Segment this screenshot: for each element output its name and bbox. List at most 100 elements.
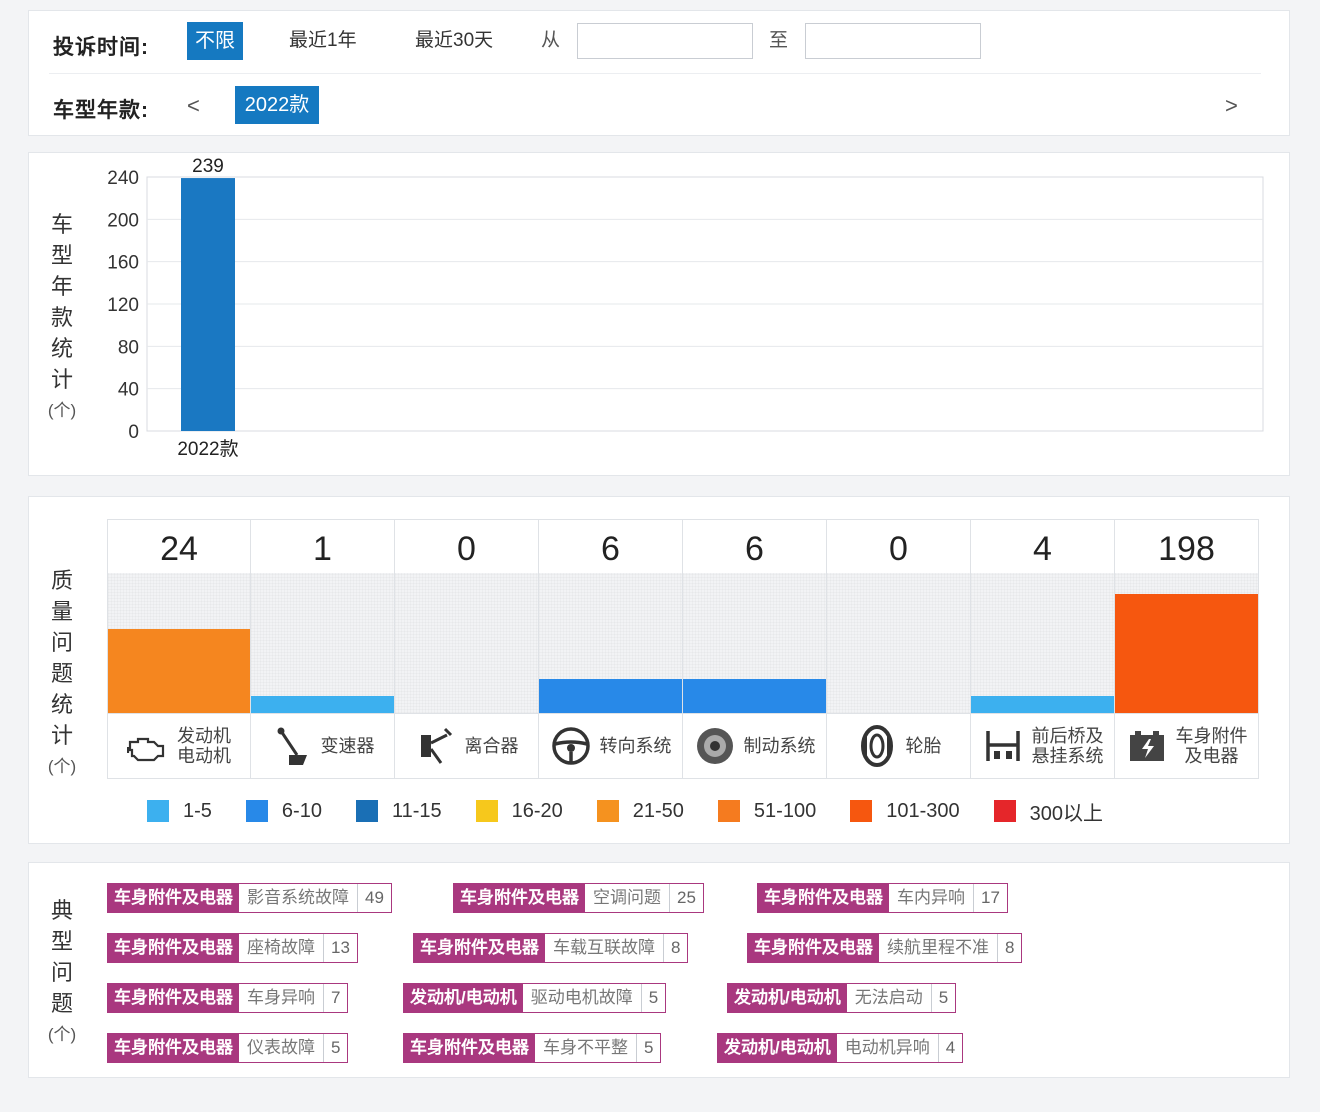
brake-disc-icon bbox=[694, 725, 736, 767]
quality-level-bar bbox=[539, 679, 682, 713]
quality-column[interactable]: 6 转向系统 bbox=[539, 519, 683, 779]
legend-label: 16-20 bbox=[511, 799, 563, 822]
from-label: 从 bbox=[541, 30, 561, 51]
quality-bar-area bbox=[539, 573, 682, 713]
quality-level-bar bbox=[108, 629, 250, 713]
legend-item: 1-5 bbox=[147, 795, 212, 827]
typical-side-label: 典型问题 (个) bbox=[45, 895, 79, 1050]
quality-count: 6 bbox=[539, 519, 682, 573]
tag-issue: 仪表故障 bbox=[239, 1034, 324, 1062]
tag-category: 车身附件及电器 bbox=[108, 1034, 239, 1062]
typical-problems-panel: 典型问题 (个) 车身附件及电器 影音系统故障 49 车身附件及电器 空调问题 25 车身附… bbox=[28, 862, 1290, 1078]
typical-problem-tag[interactable]: 车身附件及电器 影音系统故障 49 bbox=[107, 883, 392, 913]
quality-column[interactable]: 4 前后桥及 悬挂系统 bbox=[971, 519, 1115, 779]
quality-bar-area bbox=[971, 573, 1114, 713]
time-option-last-year[interactable]: 最近1年 bbox=[289, 30, 357, 51]
legend-label: 101-300 bbox=[886, 799, 960, 822]
prev-year-arrow[interactable]: < bbox=[187, 93, 200, 118]
legend-item: 101-300 bbox=[850, 795, 960, 827]
legend-swatch bbox=[475, 800, 498, 822]
year-chip-2022[interactable]: 2022款 bbox=[235, 86, 319, 124]
end-date-input[interactable] bbox=[805, 23, 981, 59]
quality-bar-area bbox=[827, 573, 970, 713]
quality-category-name: 离合器 bbox=[464, 736, 519, 756]
quality-category-name: 转向系统 bbox=[599, 736, 672, 756]
tag-count: 13 bbox=[331, 938, 350, 957]
time-option-last-30-days[interactable]: 最近30天 bbox=[415, 30, 494, 51]
battery-icon bbox=[1126, 725, 1168, 767]
bar-data-label: 239 bbox=[192, 156, 224, 177]
time-option-unlimited[interactable]: 不限 bbox=[187, 22, 243, 60]
quality-count: 4 bbox=[971, 519, 1114, 573]
quality-column[interactable]: 6 制动系统 bbox=[683, 519, 827, 779]
tag-count: 49 bbox=[365, 888, 384, 907]
typical-problem-tag[interactable]: 车身附件及电器 座椅故障 13 bbox=[107, 933, 358, 963]
filter-panel: 投诉时间: 不限 最近1年 最近30天 从 至 车型年款: < 2022款 > bbox=[28, 10, 1290, 136]
tag-category: 车身附件及电器 bbox=[454, 884, 585, 912]
model-year-label: 车型年款: bbox=[53, 99, 149, 122]
tag-issue: 车身异响 bbox=[239, 984, 324, 1012]
legend-swatch bbox=[596, 800, 619, 822]
quality-column[interactable]: 0 离合器 bbox=[395, 519, 539, 779]
quality-category-name: 轮胎 bbox=[905, 736, 942, 756]
typical-problem-tag[interactable]: 车身附件及电器 车身异响 7 bbox=[107, 983, 349, 1013]
y-tick-label: 0 bbox=[128, 422, 139, 443]
typical-problem-tag[interactable]: 发动机/电动机 驱动电机故障 5 bbox=[403, 983, 667, 1013]
x-tick-label: 2022款 bbox=[177, 438, 238, 460]
quality-issues-panel: 质量问题统计 (个) 24 发动机 电动机 1 变速器 0 离合器 6 转向系统 6 制动系统 0 轮胎… bbox=[28, 496, 1290, 844]
y-tick-label: 120 bbox=[107, 295, 139, 316]
tag-count: 8 bbox=[671, 938, 681, 957]
y-tick-label: 40 bbox=[118, 380, 139, 401]
quality-column[interactable]: 24 发动机 电动机 bbox=[107, 519, 251, 779]
filter-divider bbox=[49, 73, 1261, 74]
tire-icon bbox=[856, 725, 898, 767]
typical-problem-tag[interactable]: 发动机/电动机 电动机异响 4 bbox=[717, 1033, 964, 1063]
tag-count: 5 bbox=[648, 988, 659, 1007]
next-year-arrow[interactable]: > bbox=[1225, 93, 1238, 118]
tag-count: 17 bbox=[981, 888, 1000, 907]
typical-unit: (个) bbox=[47, 1025, 77, 1044]
quality-category-name: 变速器 bbox=[320, 736, 375, 756]
quality-column[interactable]: 0 轮胎 bbox=[827, 519, 971, 779]
y-tick-label: 240 bbox=[107, 168, 139, 189]
quality-bar-area bbox=[683, 573, 826, 713]
quality-category: 转向系统 bbox=[539, 713, 682, 779]
quality-column[interactable]: 1 变速器 bbox=[251, 519, 395, 779]
typical-problem-tag[interactable]: 车身附件及电器 车身不平整 5 bbox=[403, 1033, 662, 1063]
quality-column[interactable]: 198 车身附件 及电器 bbox=[1115, 519, 1259, 779]
quality-bar-area bbox=[395, 573, 538, 713]
tag-category: 车身附件及电器 bbox=[758, 884, 889, 912]
quality-bar-area bbox=[1115, 573, 1258, 713]
suspension-icon bbox=[982, 725, 1024, 767]
start-date-input[interactable] bbox=[577, 23, 753, 59]
typical-problem-tag[interactable]: 车身附件及电器 仪表故障 5 bbox=[107, 1033, 349, 1063]
quality-count: 0 bbox=[827, 519, 970, 573]
tag-count: 25 bbox=[677, 888, 696, 907]
typical-problem-tag[interactable]: 车身附件及电器 车内异响 17 bbox=[757, 883, 1008, 913]
legend-label: 6-10 bbox=[281, 799, 322, 822]
quality-category-name: 车身附件 及电器 bbox=[1175, 726, 1248, 766]
tag-count: 4 bbox=[945, 1038, 956, 1057]
typical-problem-tag[interactable]: 车身附件及电器 续航里程不准 8 bbox=[747, 933, 1023, 963]
legend-item: 6-10 bbox=[245, 795, 322, 827]
typical-problem-tag[interactable]: 发动机/电动机 无法启动 5 bbox=[727, 983, 957, 1013]
tag-category: 车身附件及电器 bbox=[414, 934, 545, 962]
legend-swatch bbox=[147, 800, 169, 822]
typical-problem-tag[interactable]: 车身附件及电器 车载互联故障 8 bbox=[413, 933, 689, 963]
legend-label: 21-50 bbox=[632, 799, 684, 822]
legend-item: 21-50 bbox=[596, 795, 684, 827]
tag-count: 5 bbox=[938, 988, 949, 1007]
bar-2022款 bbox=[181, 178, 235, 431]
typical-problem-tag[interactable]: 车身附件及电器 空调问题 25 bbox=[453, 883, 704, 913]
quality-category-name: 制动系统 bbox=[743, 736, 816, 756]
tag-count: 5 bbox=[644, 1038, 654, 1057]
quality-category: 制动系统 bbox=[683, 713, 826, 779]
tag-category: 发动机/电动机 bbox=[718, 1034, 837, 1062]
tag-issue: 车内异响 bbox=[889, 884, 974, 912]
quality-level-bar bbox=[1115, 594, 1258, 713]
tag-category: 车身附件及电器 bbox=[404, 1034, 535, 1062]
legend-label: 51-100 bbox=[753, 799, 817, 822]
legend-swatch bbox=[717, 800, 740, 822]
gear-shift-icon bbox=[271, 725, 313, 767]
tag-issue: 驱动电机故障 bbox=[523, 984, 642, 1012]
